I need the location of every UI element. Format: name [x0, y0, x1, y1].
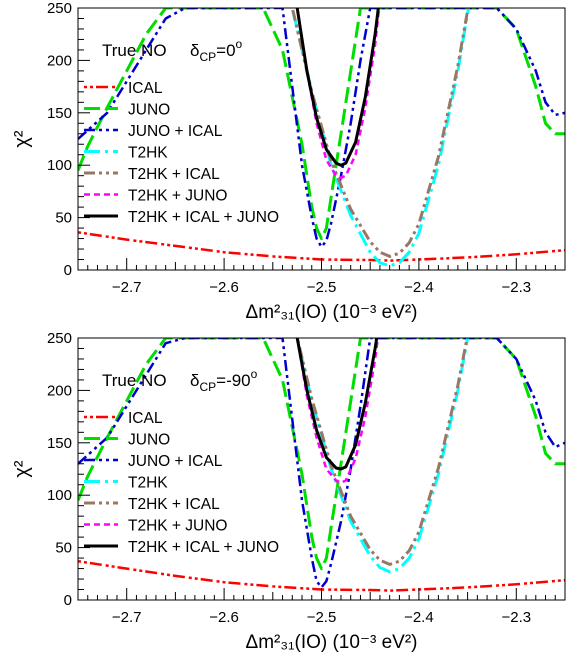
- series-line-2-7: [295, 338, 379, 471]
- legend-entry-label: JUNO: [128, 102, 170, 119]
- annotation-delta-cp: δCP=0o: [190, 37, 243, 64]
- legend-entry-label: T2HK + ICAL: [128, 496, 220, 513]
- x-axis-label: Δm²₃₁(IO) (10⁻³ eV²): [246, 632, 418, 653]
- legend-entry-label: T2HK + ICAL + JUNO: [128, 539, 279, 556]
- y-tick-label: 250: [47, 0, 72, 17]
- x-axis-label: Δm²₃₁(IO) (10⁻³ eV²): [246, 302, 418, 323]
- y-tick-label: 250: [47, 330, 72, 347]
- series-line-1-1: [78, 231, 565, 262]
- annotation-true-ordering: True NO: [102, 41, 167, 60]
- series-line-2-5: [295, 338, 469, 566]
- y-tick-label: 150: [47, 105, 72, 122]
- legend-entry-label: T2HK + ICAL + JUNO: [128, 209, 279, 226]
- x-tick-label: −2.6: [209, 279, 239, 296]
- legend-entry-label: T2HK: [128, 145, 168, 162]
- y-axis-label: χ²: [11, 130, 33, 147]
- series-line-1-3: [78, 8, 565, 249]
- series-line-1-7: [295, 8, 380, 167]
- legend: ICAL JUNO JUNO + ICAL T2HK T2HK + ICAL T2HK +…: [84, 410, 279, 556]
- y-tick-label: 100: [47, 487, 72, 504]
- legend-entry-label: ICAL: [128, 80, 163, 97]
- y-tick-label: 50: [55, 540, 72, 557]
- y-tick-label: 50: [55, 210, 72, 227]
- chart-panel-1: −2.7 −2.6 −2.5 −2.4 −2.3 0 50 100 150 200 250 Δm²₃₁…: [11, 0, 566, 323]
- legend-entry-label: JUNO: [128, 432, 170, 449]
- chart-panel-2: −2.7 −2.6 −2.5 −2.4 −2.3 0 50 100 150 200 250 Δm²₃₁…: [11, 330, 566, 653]
- x-tick-label: −2.3: [501, 279, 531, 296]
- y-tick-label: 0: [64, 262, 72, 279]
- x-tick-label: −2.4: [404, 609, 434, 626]
- legend-entry-label: ICAL: [128, 410, 163, 427]
- annotation-true-ordering: True NO: [102, 371, 167, 390]
- x-tick-label: −2.6: [209, 609, 239, 626]
- y-tick-label: 150: [47, 435, 72, 452]
- x-tick-label: −2.3: [501, 609, 531, 626]
- y-tick-label: 0: [64, 592, 72, 609]
- legend-entry-label: T2HK: [128, 475, 168, 492]
- legend-entry-label: JUNO + ICAL: [128, 123, 223, 140]
- series-line-2-1: [78, 559, 565, 592]
- legend-entry-label: T2HK + ICAL: [128, 166, 220, 183]
- x-tick-label: −2.7: [112, 609, 142, 626]
- x-tick-label: −2.5: [307, 279, 337, 296]
- y-axis-label: χ²: [11, 460, 33, 477]
- legend-entry-label: JUNO + ICAL: [128, 453, 223, 470]
- y-tick-label: 200: [47, 52, 72, 69]
- legend-entry-label: T2HK + JUNO: [128, 518, 227, 535]
- x-tick-label: −2.5: [307, 609, 337, 626]
- annotation-delta-cp: δCP=-90o: [190, 367, 258, 394]
- x-tick-label: −2.7: [112, 279, 142, 296]
- legend-entry-label: T2HK + JUNO: [128, 188, 227, 205]
- y-tick-label: 100: [47, 157, 72, 174]
- legend: ICAL JUNO JUNO + ICAL T2HK T2HK + ICAL T2HK +…: [84, 80, 279, 226]
- y-tick-label: 200: [47, 382, 72, 399]
- x-tick-label: −2.4: [404, 279, 434, 296]
